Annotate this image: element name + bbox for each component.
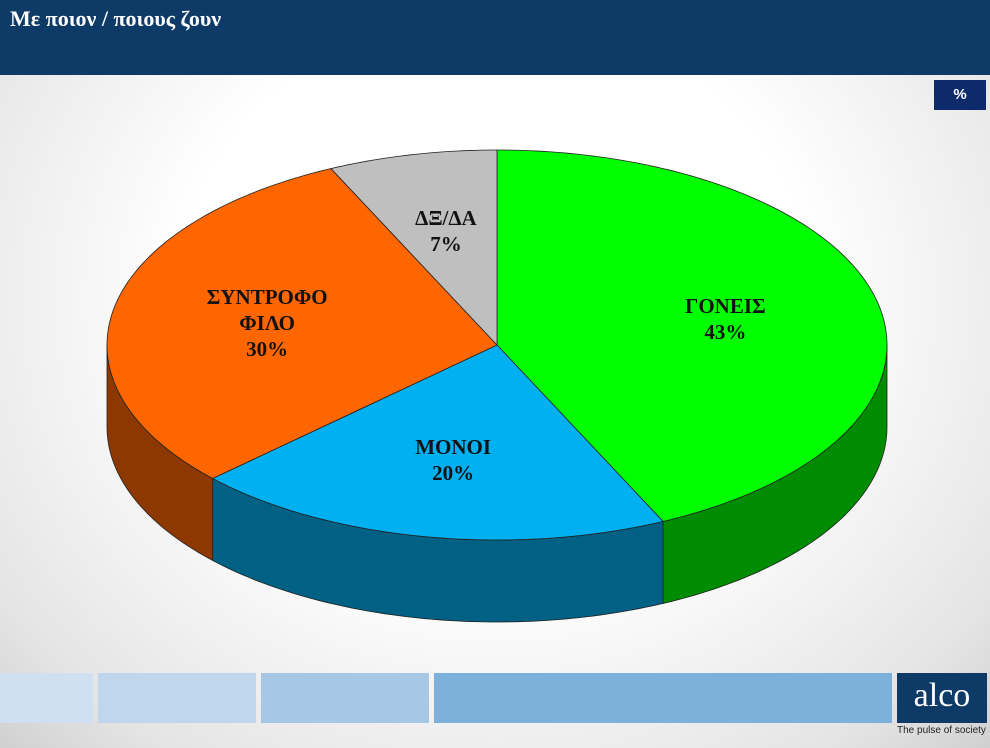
category-label: ΓΟΝΕΙΣ (684, 294, 766, 319)
logo-tagline: The pulse of society (897, 725, 986, 736)
pie-slice (106, 168, 498, 479)
value-label: 20% (432, 460, 475, 485)
chart-title: Με ποιον / ποιους ζουν (10, 6, 222, 31)
unit-badge: % (934, 80, 986, 110)
slice-label: ΜΟΝΟΙ 20% (373, 434, 533, 486)
logo: alco (897, 673, 987, 723)
footer-block (261, 673, 429, 723)
slice-label: ΣΥΝΤΡΟΦΟ ΦΙΛΟ 30% (187, 284, 347, 362)
category-label: ΣΥΝΤΡΟΦΟ ΦΙΛΟ (206, 285, 328, 336)
slice-label: ΔΞ/ΔΑ 7% (366, 205, 526, 257)
slice-label: ΓΟΝΕΙΣ 43% (645, 293, 805, 345)
category-label: ΜΟΝΟΙ (415, 434, 492, 459)
footer-block (434, 673, 892, 723)
value-label: 43% (704, 320, 747, 345)
pie-slice (330, 149, 498, 347)
footer-block (0, 673, 93, 723)
header-bar: Με ποιον / ποιους ζουν (0, 0, 990, 75)
category-label: ΔΞ/ΔΑ (415, 205, 477, 230)
footer-block (98, 673, 256, 723)
pie-slice (496, 149, 888, 522)
pie-slice (211, 344, 664, 541)
value-label: 30% (246, 337, 289, 362)
value-label: 7% (430, 231, 462, 256)
